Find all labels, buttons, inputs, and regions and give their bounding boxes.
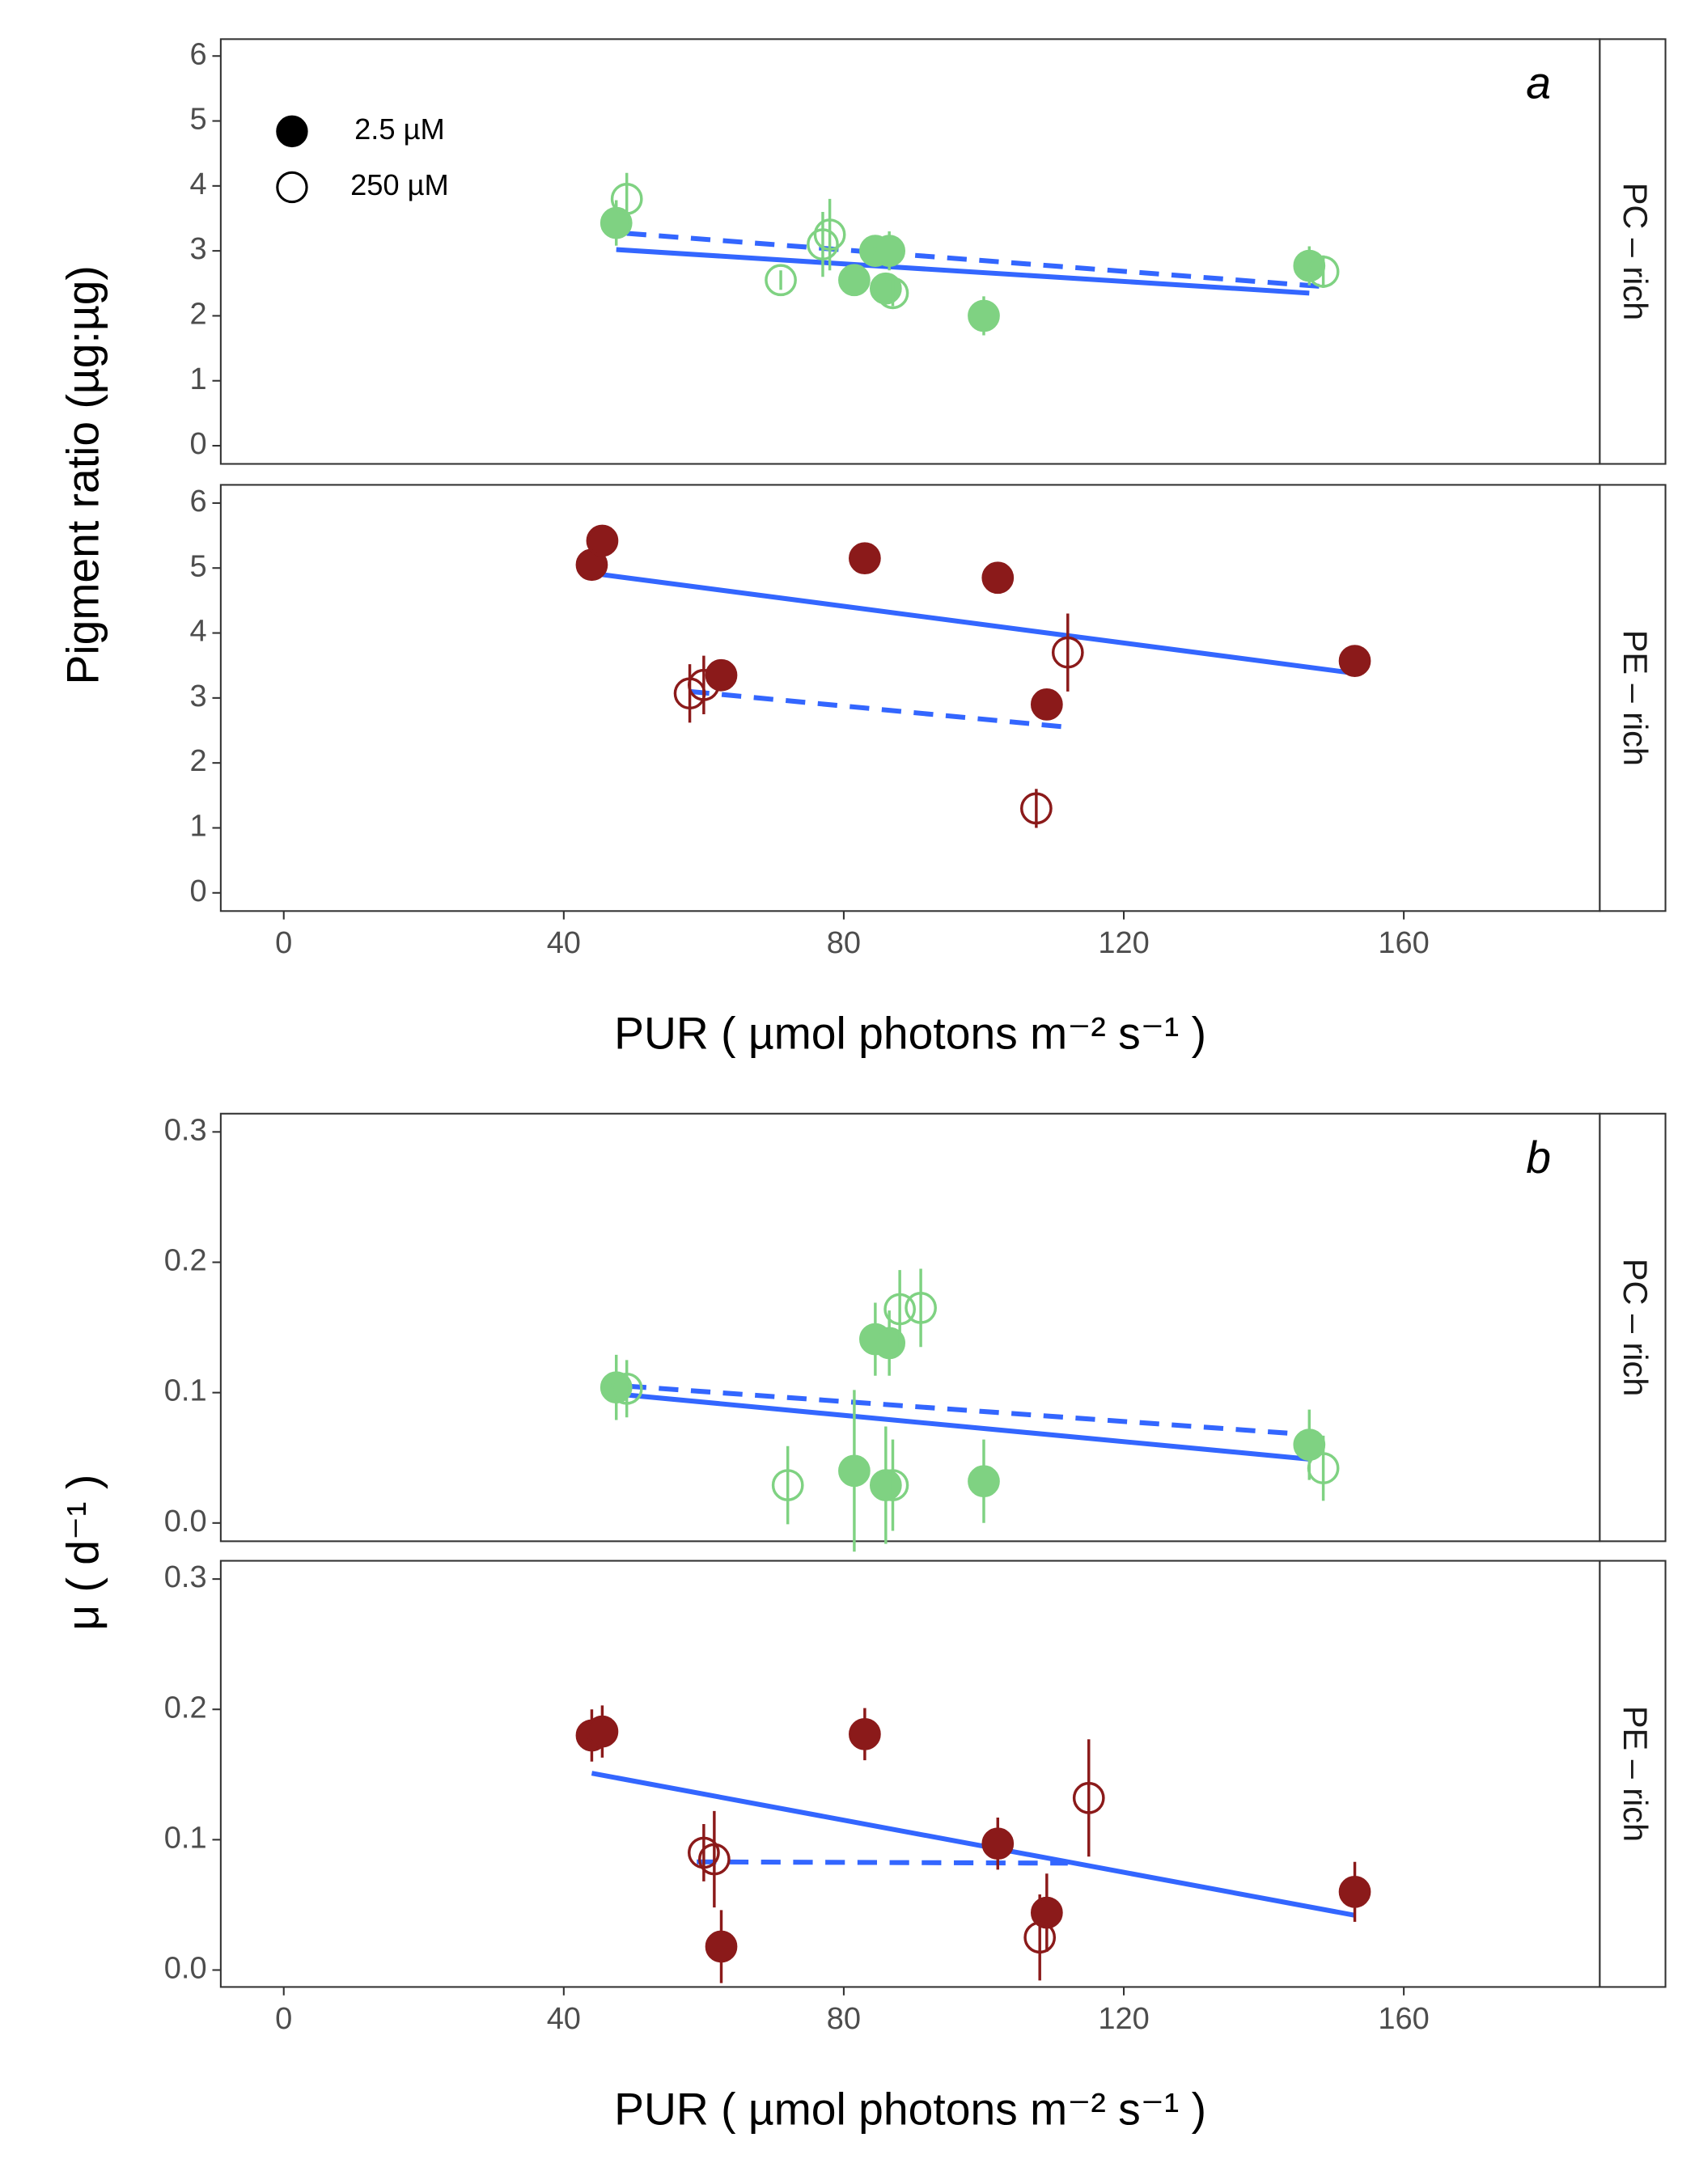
point <box>838 1454 871 1488</box>
x-tick-label: 160 <box>1378 926 1429 960</box>
point <box>807 228 839 260</box>
y-tick-label: 0.0 <box>164 1952 207 1986</box>
y-tick-label: 4 <box>189 615 206 649</box>
y-axis-label: μ ( d⁻¹ ) <box>58 1475 108 1631</box>
point <box>600 1371 633 1404</box>
strip-label: PE – rich <box>1616 630 1655 766</box>
strip-label: PC – rich <box>1616 1259 1655 1396</box>
point <box>968 1465 1000 1498</box>
y-tick-label: 0.1 <box>164 1374 207 1408</box>
point <box>1338 645 1371 677</box>
fit-line <box>616 247 1310 296</box>
y-tick-label: 0.2 <box>164 1244 207 1278</box>
y-tick-label: 1 <box>189 810 206 844</box>
fit-line <box>591 1771 1356 1918</box>
point <box>869 1469 902 1501</box>
point <box>1030 688 1063 721</box>
point <box>873 235 906 268</box>
y-tick-label: 0.0 <box>164 1505 207 1539</box>
point <box>771 1469 804 1501</box>
fit-line <box>626 231 1324 290</box>
point <box>586 524 619 557</box>
point <box>905 1292 937 1324</box>
y-tick-label: 0 <box>189 427 206 461</box>
point <box>876 277 909 310</box>
y-tick-label: 5 <box>189 549 206 583</box>
point <box>981 1827 1015 1860</box>
point <box>1020 792 1053 825</box>
fit-line <box>626 1383 1324 1438</box>
y-tick-label: 6 <box>189 485 206 518</box>
strip <box>1599 1112 1667 1543</box>
point <box>1307 255 1340 288</box>
point <box>981 561 1015 595</box>
strip-label: PC – rich <box>1616 183 1655 320</box>
x-tick-label: 0 <box>275 926 292 960</box>
panel <box>219 484 1601 912</box>
x-tick-label: 40 <box>547 2002 581 2036</box>
point <box>1338 1875 1371 1908</box>
x-axis-label: PUR ( µmol photons m⁻² s⁻¹ ) <box>614 2084 1206 2134</box>
point <box>688 668 720 701</box>
x-tick-label: 40 <box>547 926 581 960</box>
point <box>705 1930 738 1963</box>
y-axis-label: Pigment ratio (µg:µg) <box>58 265 108 684</box>
strip <box>1599 484 1667 912</box>
point <box>1307 1452 1340 1484</box>
point <box>883 1293 917 1326</box>
y-tick-label: 0.3 <box>164 1113 207 1147</box>
y-tick-label: 0 <box>189 874 206 908</box>
x-tick-label: 80 <box>827 2002 861 2036</box>
strip <box>1599 38 1667 465</box>
y-tick-label: 1 <box>189 362 206 396</box>
panel <box>219 1560 1601 1988</box>
point <box>1072 1781 1105 1814</box>
point <box>873 1327 906 1360</box>
legend-label: 2.5 µM <box>354 112 445 146</box>
legend-key <box>276 115 308 148</box>
point <box>813 218 846 251</box>
y-tick-label: 6 <box>189 37 206 71</box>
point <box>697 1843 731 1876</box>
fit-line <box>591 570 1355 676</box>
point <box>765 264 797 297</box>
point <box>1051 636 1084 669</box>
y-tick-label: 2 <box>189 744 206 778</box>
fit-line <box>616 1391 1310 1462</box>
x-tick-label: 160 <box>1378 2002 1429 2036</box>
x-tick-label: 120 <box>1098 2002 1149 2036</box>
legend-label: 250 µM <box>350 168 449 201</box>
point <box>610 183 643 215</box>
panel <box>219 38 1601 465</box>
panel-letter: b <box>1526 1132 1551 1183</box>
x-tick-label: 80 <box>827 926 861 960</box>
y-tick-label: 4 <box>189 167 206 201</box>
point <box>610 1372 643 1405</box>
point <box>1023 1921 1057 1954</box>
point <box>968 299 1000 332</box>
strip <box>1599 1560 1667 1988</box>
y-tick-label: 3 <box>189 232 206 266</box>
y-tick-label: 0.3 <box>164 1560 207 1594</box>
y-tick-label: 2 <box>189 297 206 331</box>
x-tick-label: 0 <box>275 2002 292 2036</box>
panel <box>219 1112 1601 1543</box>
y-tick-label: 5 <box>189 103 206 137</box>
x-axis-label: PUR ( µmol photons m⁻² s⁻¹ ) <box>614 1008 1206 1058</box>
x-tick-label: 120 <box>1098 926 1149 960</box>
legend-key <box>276 171 308 204</box>
point <box>849 1717 881 1750</box>
point <box>849 542 881 575</box>
y-tick-label: 3 <box>189 679 206 713</box>
strip-label: PE – rich <box>1616 1706 1655 1842</box>
point <box>586 1715 619 1748</box>
y-tick-label: 0.1 <box>164 1821 207 1855</box>
point <box>705 658 738 692</box>
y-tick-label: 0.2 <box>164 1691 207 1725</box>
panel-letter: a <box>1526 58 1551 108</box>
point <box>838 264 871 297</box>
point <box>876 1469 909 1501</box>
